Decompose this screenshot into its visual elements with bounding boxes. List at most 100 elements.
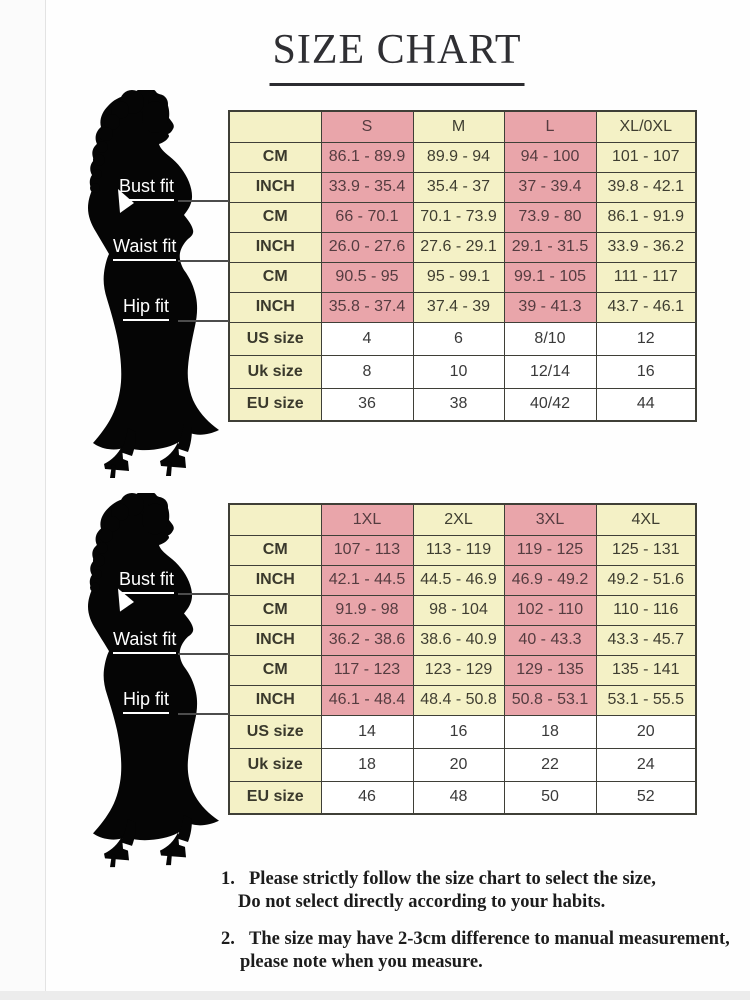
size-value-cell: 12/14 bbox=[503, 354, 597, 389]
bust-fit-connector-top bbox=[178, 200, 229, 202]
size-value-cell: 89.9 - 94 bbox=[412, 141, 505, 173]
size-table-row: EU size 36 38 40/42 44 bbox=[228, 387, 697, 422]
size-value-cell: 44 bbox=[595, 387, 697, 422]
size-value-cell: 135 - 141 bbox=[595, 654, 697, 686]
size-value-cell: 18 bbox=[503, 714, 597, 749]
size-table-row: INCH 36.2 - 38.6 38.6 - 40.9 40 - 43.3 43.3 … bbox=[228, 624, 697, 656]
row-label-cell: CM bbox=[228, 141, 322, 173]
bust-fit-label-top: Bust fit bbox=[119, 177, 175, 201]
size-value-cell: 43.3 - 45.7 bbox=[595, 624, 697, 656]
row-label-cell: US size bbox=[228, 321, 322, 356]
row-label-cell: INCH bbox=[228, 624, 322, 656]
photo-left-edge bbox=[0, 0, 46, 992]
size-value-cell: 86.1 - 91.9 bbox=[595, 201, 697, 233]
row-label-cell: Uk size bbox=[228, 354, 322, 389]
size-value-cell: 37.4 - 39 bbox=[412, 291, 505, 323]
size-value-cell: 73.9 - 80 bbox=[503, 201, 597, 233]
size-value-cell: 8 bbox=[320, 354, 414, 389]
size-value-cell: 123 - 129 bbox=[412, 654, 505, 686]
size-table-row: INCH 33.9 - 35.4 35.4 - 37 37 - 39.4 39.8 - … bbox=[228, 171, 697, 203]
waist-fit-connector-bottom bbox=[178, 653, 229, 655]
size-table-row: INCH 35.8 - 37.4 37.4 - 39 39 - 41.3 43.7 - … bbox=[228, 291, 697, 323]
size-value-cell: 14 bbox=[320, 714, 414, 749]
size-value-cell: 86.1 - 89.9 bbox=[320, 141, 414, 173]
note-text: please note when you measure. bbox=[240, 952, 483, 972]
size-value-cell: 129 - 135 bbox=[503, 654, 597, 686]
size-value-cell: 8/10 bbox=[503, 321, 597, 356]
row-label-cell: EU size bbox=[228, 387, 322, 422]
bust-fit-label-bottom: Bust fit bbox=[119, 570, 175, 594]
size-value-cell: 46.1 - 48.4 bbox=[320, 684, 414, 716]
row-label-cell: Uk size bbox=[228, 747, 322, 782]
size-column-header: 1XL bbox=[320, 503, 414, 536]
size-value-cell: 125 - 131 bbox=[595, 534, 697, 566]
size-value-cell: 50.8 - 53.1 bbox=[503, 684, 597, 716]
hip-fit-label-top: Hip fit bbox=[123, 297, 170, 321]
size-value-cell: 66 - 70.1 bbox=[320, 201, 414, 233]
waist-fit-label-bottom: Waist fit bbox=[113, 630, 177, 654]
hip-fit-connector-top bbox=[178, 320, 229, 322]
size-value-cell: 6 bbox=[412, 321, 505, 356]
size-value-cell: 40 - 43.3 bbox=[503, 624, 597, 656]
corner-cell bbox=[228, 503, 322, 536]
size-table-row: CM 66 - 70.1 70.1 - 73.9 73.9 - 80 86.1 - 91… bbox=[228, 201, 697, 233]
size-value-cell: 39 - 41.3 bbox=[503, 291, 597, 323]
bust-fit-connector-bottom bbox=[178, 593, 229, 595]
size-value-cell: 22 bbox=[503, 747, 597, 782]
size-value-cell: 12 bbox=[595, 321, 697, 356]
size-value-cell: 48 bbox=[412, 780, 505, 815]
size-value-cell: 10 bbox=[412, 354, 505, 389]
row-label-cell: INCH bbox=[228, 171, 322, 203]
size-value-cell: 33.9 - 35.4 bbox=[320, 171, 414, 203]
size-table-row: CM 107 - 113 113 - 119 119 - 125 125 - 131 bbox=[228, 534, 697, 566]
size-value-cell: 70.1 - 73.9 bbox=[412, 201, 505, 233]
waist-fit-connector-top bbox=[178, 260, 229, 262]
hip-fit-connector-bottom bbox=[178, 713, 229, 715]
note-text: Do not select directly according to your… bbox=[238, 892, 606, 912]
size-value-cell: 99.1 - 105 bbox=[503, 261, 597, 293]
size-value-cell: 29.1 - 31.5 bbox=[503, 231, 597, 263]
row-label-cell: INCH bbox=[228, 291, 322, 323]
size-table-row: INCH 46.1 - 48.4 48.4 - 50.8 50.8 - 53.1 53.… bbox=[228, 684, 697, 716]
note-text: The size may have 2-3cm difference to ma… bbox=[249, 929, 730, 949]
size-column-header: L bbox=[503, 110, 597, 143]
size-table-row: EU size 46 48 50 52 bbox=[228, 780, 697, 815]
size-value-cell: 16 bbox=[412, 714, 505, 749]
size-value-cell: 27.6 - 29.1 bbox=[412, 231, 505, 263]
note-number: 1. bbox=[221, 869, 235, 889]
size-table-header-row: 1XL 2XL 3XL 4XL bbox=[228, 503, 697, 536]
note-number: 2. bbox=[221, 929, 235, 949]
size-value-cell: 18 bbox=[320, 747, 414, 782]
size-value-cell: 107 - 113 bbox=[320, 534, 414, 566]
row-label-cell: CM bbox=[228, 594, 322, 626]
hip-fit-label-bottom: Hip fit bbox=[123, 690, 170, 714]
size-column-header: XL/0XL bbox=[595, 110, 697, 143]
size-column-header: M bbox=[412, 110, 505, 143]
row-label-cell: CM bbox=[228, 534, 322, 566]
size-table-row: INCH 42.1 - 44.5 44.5 - 46.9 46.9 - 49.2 49.… bbox=[228, 564, 697, 596]
size-value-cell: 40/42 bbox=[503, 387, 597, 422]
size-value-cell: 37 - 39.4 bbox=[503, 171, 597, 203]
female-silhouette-top bbox=[88, 90, 219, 478]
female-silhouette-bottom bbox=[88, 493, 219, 868]
size-value-cell: 95 - 99.1 bbox=[412, 261, 505, 293]
size-value-cell: 38.6 - 40.9 bbox=[412, 624, 505, 656]
size-value-cell: 110 - 116 bbox=[595, 594, 697, 626]
size-value-cell: 46.9 - 49.2 bbox=[503, 564, 597, 596]
size-table-row: INCH 26.0 - 27.6 27.6 - 29.1 29.1 - 31.5 33.… bbox=[228, 231, 697, 263]
size-value-cell: 91.9 - 98 bbox=[320, 594, 414, 626]
size-value-cell: 36 bbox=[320, 387, 414, 422]
size-value-cell: 119 - 125 bbox=[503, 534, 597, 566]
size-column-header: 3XL bbox=[503, 503, 597, 536]
row-label-cell: CM bbox=[228, 201, 322, 233]
size-value-cell: 90.5 - 95 bbox=[320, 261, 414, 293]
row-label-cell: CM bbox=[228, 261, 322, 293]
size-value-cell: 44.5 - 46.9 bbox=[412, 564, 505, 596]
size-value-cell: 53.1 - 55.5 bbox=[595, 684, 697, 716]
size-value-cell: 102 - 110 bbox=[503, 594, 597, 626]
size-value-cell: 94 - 100 bbox=[503, 141, 597, 173]
size-value-cell: 46 bbox=[320, 780, 414, 815]
size-table-row: US size 14 16 18 20 bbox=[228, 714, 697, 749]
size-table-row: CM 117 - 123 123 - 129 129 - 135 135 - 141 bbox=[228, 654, 697, 686]
size-value-cell: 35.4 - 37 bbox=[412, 171, 505, 203]
